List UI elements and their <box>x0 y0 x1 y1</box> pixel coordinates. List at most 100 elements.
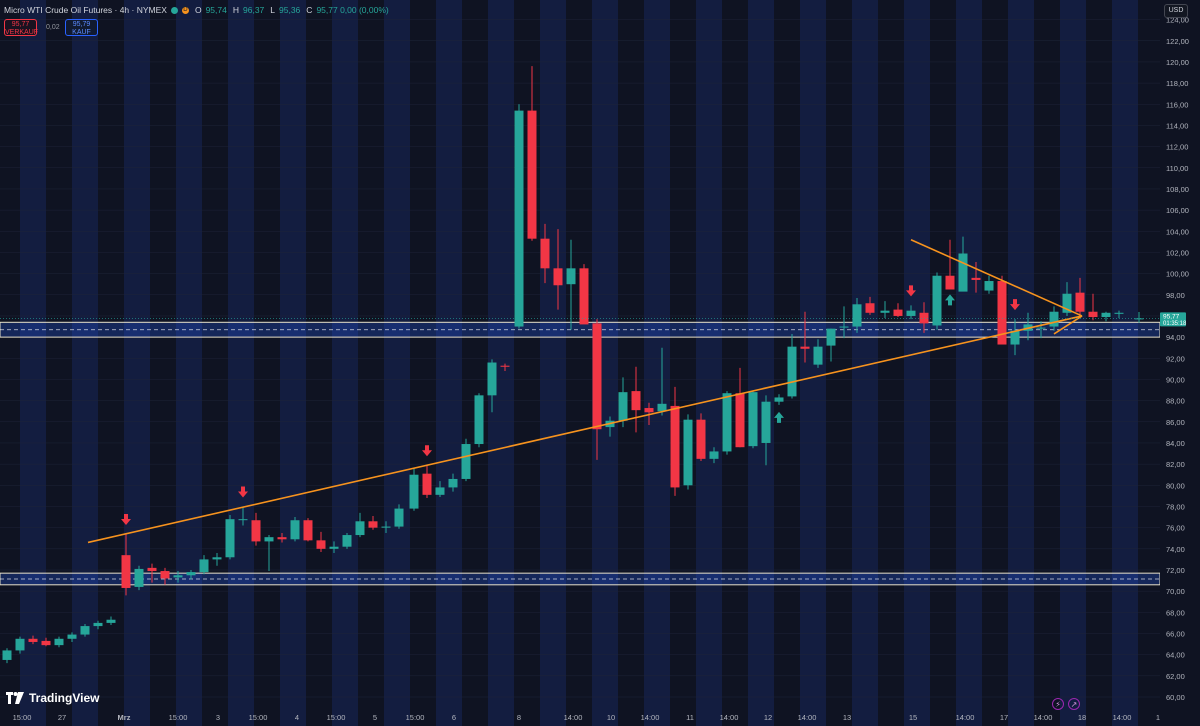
time-tick-label: 8 <box>517 713 521 722</box>
price-tick-label: 110,00 <box>1166 164 1188 173</box>
candle-body <box>566 268 576 285</box>
candle-body <box>54 638 64 646</box>
price-tick-label: 86,00 <box>1166 418 1185 427</box>
candle-body <box>93 622 103 627</box>
candle-body <box>553 268 563 286</box>
candle-body <box>971 277 981 280</box>
ohlc-open-value: 95,74 <box>205 5 227 15</box>
lightning-icon[interactable]: ⚡ <box>1052 698 1064 710</box>
time-tick-label: 27 <box>58 713 66 722</box>
time-tick-label: 15:00 <box>249 713 268 722</box>
price-tick-label: 64,00 <box>1166 651 1185 660</box>
candle-body <box>631 391 641 411</box>
candle-body <box>41 640 51 646</box>
candlestick-series <box>2 66 1144 664</box>
candle-body <box>997 281 1007 345</box>
price-tick-label: 68,00 <box>1166 608 1185 617</box>
candle-body <box>1049 311 1059 327</box>
candle-body <box>865 303 875 313</box>
price-tick-label: 120,00 <box>1166 58 1189 67</box>
candle-body <box>80 626 90 635</box>
sell-label: VERKAUF <box>5 29 39 36</box>
candle-body <box>774 397 784 402</box>
candle-body <box>487 362 497 396</box>
buy-arrow-icon <box>774 411 784 423</box>
price-tick-label: 94,00 <box>1166 333 1185 342</box>
candle-body <box>2 650 12 660</box>
session-band <box>904 0 930 726</box>
session-band <box>20 0 46 726</box>
candle-body <box>67 634 77 639</box>
replay-icon[interactable]: ↗ <box>1068 698 1080 710</box>
price-tick-label: 114,00 <box>1166 121 1188 130</box>
current-price-box <box>1160 312 1186 327</box>
candle-body <box>290 520 300 540</box>
candle-body <box>251 520 261 542</box>
time-tick-label: 14:00 <box>798 713 817 722</box>
candle-body <box>160 571 170 579</box>
candle-body <box>618 392 628 421</box>
sell-button[interactable]: 95,77 VERKAUF <box>4 19 39 36</box>
time-tick-label: 3 <box>216 713 220 722</box>
ohlc-high-value: 96,37 <box>243 5 265 15</box>
countdown-label: 01:35:18 <box>1163 321 1187 327</box>
price-tick-label: 92,00 <box>1166 354 1185 363</box>
candle-body <box>381 526 391 528</box>
session-band <box>436 0 462 726</box>
symbol-title[interactable]: Micro WTI Crude Oil Futures · 4h · NYMEX <box>4 5 167 15</box>
time-tick-label: 15:00 <box>327 713 346 722</box>
buy-label: KAUF <box>72 29 91 36</box>
candle-body <box>919 312 929 324</box>
candle-body <box>173 575 183 578</box>
session-band <box>644 0 670 726</box>
price-tick-label: 60,00 <box>1166 693 1185 702</box>
sell-arrow-icon <box>1010 299 1020 311</box>
candle-body <box>303 520 313 541</box>
price-tick-label: 116,00 <box>1166 100 1188 109</box>
candle-body <box>657 403 667 412</box>
time-tick-label: 14:00 <box>1034 713 1053 722</box>
time-tick-label: Mrz <box>118 713 131 722</box>
buy-button[interactable]: 95,79 KAUF <box>65 19 98 36</box>
price-tick-label: 124,00 <box>1166 16 1189 25</box>
currency-selector[interactable]: USD <box>1164 4 1188 18</box>
candle-body <box>15 638 25 651</box>
candle-body <box>355 521 365 536</box>
ohlc-close-label: C <box>306 5 313 15</box>
price-tick-label: 108,00 <box>1166 185 1189 194</box>
session-band <box>1112 0 1138 726</box>
time-tick-label: 10 <box>607 713 615 722</box>
trendline <box>910 239 1083 317</box>
candle-body <box>474 395 484 445</box>
time-axis[interactable]: 15:00 27 Mrz 15:00 3 15:00 4 15:00 5 15:00 6 8 14:00… <box>13 713 1160 722</box>
candle-body <box>826 328 836 346</box>
candle-body <box>592 323 602 430</box>
candle-body <box>368 521 378 528</box>
time-tick-label: 15:00 <box>169 713 188 722</box>
current-price-label: 95,77 <box>1163 313 1180 320</box>
support-zone <box>0 321 1161 338</box>
sell-arrow-icon <box>238 486 248 498</box>
candle-body <box>1088 311 1098 318</box>
candle-body <box>1010 330 1020 345</box>
candle-body <box>448 478 458 488</box>
candle-body <box>670 405 680 488</box>
time-tick-label: 15 <box>909 713 917 722</box>
ohlc-open-label: O <box>194 5 202 15</box>
time-tick-label: 14:00 <box>1113 713 1132 722</box>
candle-body <box>316 540 326 549</box>
candle-body <box>579 268 589 325</box>
candle-body <box>984 281 994 291</box>
ohlc-low-label: L <box>270 5 276 15</box>
price-tick-label: 100,00 <box>1166 270 1189 279</box>
sell-price: 95,77 <box>11 21 30 28</box>
chart-legend: Micro WTI Crude Oil Futures · 4h · NYMEX… <box>4 3 389 17</box>
price-axis[interactable]: 124,00 122,00 120,00 118,00 116,00 114,00 112,… <box>1160 0 1200 726</box>
candle-body <box>761 401 771 443</box>
ohlc-close-value: 95,77 0,00 (0,00%) <box>316 5 389 15</box>
price-tick-label: 104,00 <box>1166 227 1189 236</box>
time-tick-label: 6 <box>452 713 456 722</box>
candle-body <box>958 253 968 292</box>
